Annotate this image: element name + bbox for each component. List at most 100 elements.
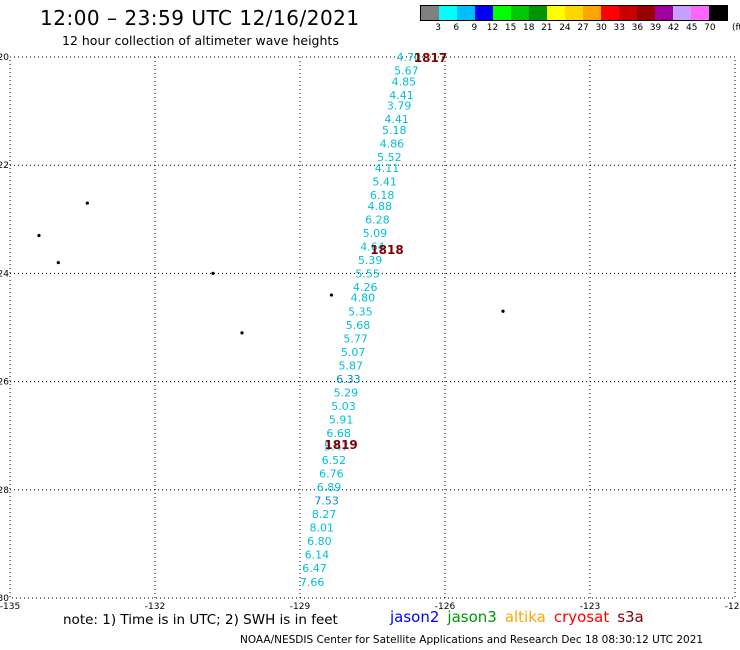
wave-height-value: 5.03 <box>331 400 356 413</box>
color-scale-tick: 6 <box>453 23 460 33</box>
wave-height-value: 5.77 <box>343 332 368 345</box>
lon-tick-label: -126 <box>435 602 456 612</box>
page-title: 12:00 – 23:59 UTC 12/16/2021 <box>40 6 360 30</box>
color-scale-tick: 18 <box>522 23 535 33</box>
wave-height-value: 6.28 <box>365 213 390 226</box>
wave-height-value: 6.52 <box>322 454 347 467</box>
color-swatch <box>619 6 637 20</box>
wave-height-value: 4.64 <box>360 240 385 253</box>
wave-height-value: 5.09 <box>363 227 388 240</box>
wave-height-value: 6.18 <box>370 189 395 202</box>
wave-height-value: 5.07 <box>341 346 366 359</box>
color-swatch <box>637 6 655 20</box>
wave-height-value: 6.33 <box>336 373 361 386</box>
color-swatch <box>655 6 673 20</box>
satellite-altika: altika <box>504 608 546 626</box>
color-scale-tick: 33 <box>613 23 626 33</box>
wave-height-value: 5.91 <box>329 413 354 426</box>
wave-height-value: 4.41 <box>389 89 414 102</box>
island-marker <box>37 233 41 238</box>
wave-height-value: 4.80 <box>351 292 376 305</box>
island-marker <box>240 331 244 335</box>
color-swatch <box>457 6 475 20</box>
color-scale-swatches <box>420 5 728 21</box>
lat-tick-label: -24 <box>0 269 9 279</box>
color-swatch <box>691 6 709 20</box>
wave-height-value: 4.85 <box>392 75 417 88</box>
color-swatch <box>547 6 565 20</box>
wave-height-value: 5.29 <box>334 386 359 399</box>
island-marker <box>329 293 334 297</box>
pass-time-label: 1819 <box>324 438 357 452</box>
lat-tick-label: -20 <box>0 53 9 63</box>
wave-height-value: 5.39 <box>358 254 383 267</box>
lat-tick-label: -28 <box>0 486 9 496</box>
lon-tick-label: -129 <box>290 602 311 612</box>
color-scale-tick: 9 <box>471 23 478 33</box>
wave-height-value: 3.79 <box>387 100 412 113</box>
color-scale-tick: 3 <box>435 23 441 33</box>
wave-height-value: 7.53 <box>314 495 339 508</box>
pass-time-label: 1818 <box>370 243 403 257</box>
wave-height-value: 8.01 <box>310 522 335 535</box>
units-note: note: 1) Time is in UTC; 2) SWH is in fe… <box>63 612 338 628</box>
lon-tick-label: -135 <box>0 602 20 612</box>
island-marker <box>501 309 505 313</box>
wave-height-value: 5.18 <box>382 124 407 137</box>
wave-height-value: 6.76 <box>319 468 344 481</box>
wave-height-value: 5.35 <box>348 305 373 318</box>
color-swatch <box>421 6 439 20</box>
lon-tick-label: -120 <box>725 602 740 612</box>
wave-height-value: 5.68 <box>346 319 371 332</box>
color-swatch <box>583 6 601 20</box>
island-marker <box>56 260 60 265</box>
wave-height-value: 6.14 <box>305 549 330 562</box>
color-scale-tick: 21 <box>541 23 553 33</box>
color-scale-tick: 27 <box>577 23 589 33</box>
wave-height-value: 5.67 <box>394 65 419 78</box>
satellite-jason2: jason2 <box>390 608 440 626</box>
wave-height-value: 4.86 <box>380 138 405 151</box>
wave-height-value: 5.47 <box>324 441 349 454</box>
island-marker <box>211 271 215 275</box>
satellite-legend: jason2 jason3 altika cryosat s3a <box>390 608 652 626</box>
lon-tick-label: -132 <box>145 602 165 612</box>
color-swatch <box>709 6 727 20</box>
wave-height-value: 7.66 <box>300 576 325 589</box>
color-scale-tick: 30 <box>595 23 607 33</box>
wave-height-value: 4.70 <box>397 51 422 64</box>
wave-height-value: 6.80 <box>307 535 332 548</box>
color-swatch <box>475 6 493 20</box>
lat-tick-label: -26 <box>0 378 9 388</box>
color-scale-tick: 24 <box>559 23 571 33</box>
color-scale-tick: 42 <box>667 23 680 33</box>
color-swatch <box>673 6 691 20</box>
color-scale-unit: (ft) <box>732 23 740 33</box>
wave-height-value: 5.87 <box>339 359 364 372</box>
color-scale-tick: 45 <box>686 23 698 33</box>
island-marker <box>85 201 89 205</box>
satellite-s3a: s3a <box>617 608 644 626</box>
color-scale-tick: 12 <box>486 23 499 33</box>
wave-height-value: 4.41 <box>384 113 409 126</box>
satellite-cryosat: cryosat <box>553 608 610 626</box>
wave-height-value: 8.27 <box>312 508 337 521</box>
wave-height-value: 4.26 <box>353 281 378 294</box>
color-scale-tick: 70 <box>704 23 716 33</box>
wave-height-value: 5.52 <box>377 151 402 164</box>
credit-line: NOAA/NESDIS Center for Satellite Applica… <box>240 634 704 646</box>
satellite-jason3: jason3 <box>447 608 497 626</box>
color-swatch <box>565 6 583 20</box>
lon-tick-label: -123 <box>580 602 600 612</box>
wave-height-value: 6.47 <box>302 562 327 575</box>
wave-height-value: 4.88 <box>368 200 393 213</box>
wave-height-value: 5.55 <box>355 267 380 280</box>
page-subtitle: 12 hour collection of altimeter wave hei… <box>62 33 339 48</box>
color-swatch <box>439 6 457 20</box>
color-swatch <box>511 6 529 20</box>
wave-height-value: 5.41 <box>372 175 397 188</box>
color-swatch <box>529 6 547 20</box>
